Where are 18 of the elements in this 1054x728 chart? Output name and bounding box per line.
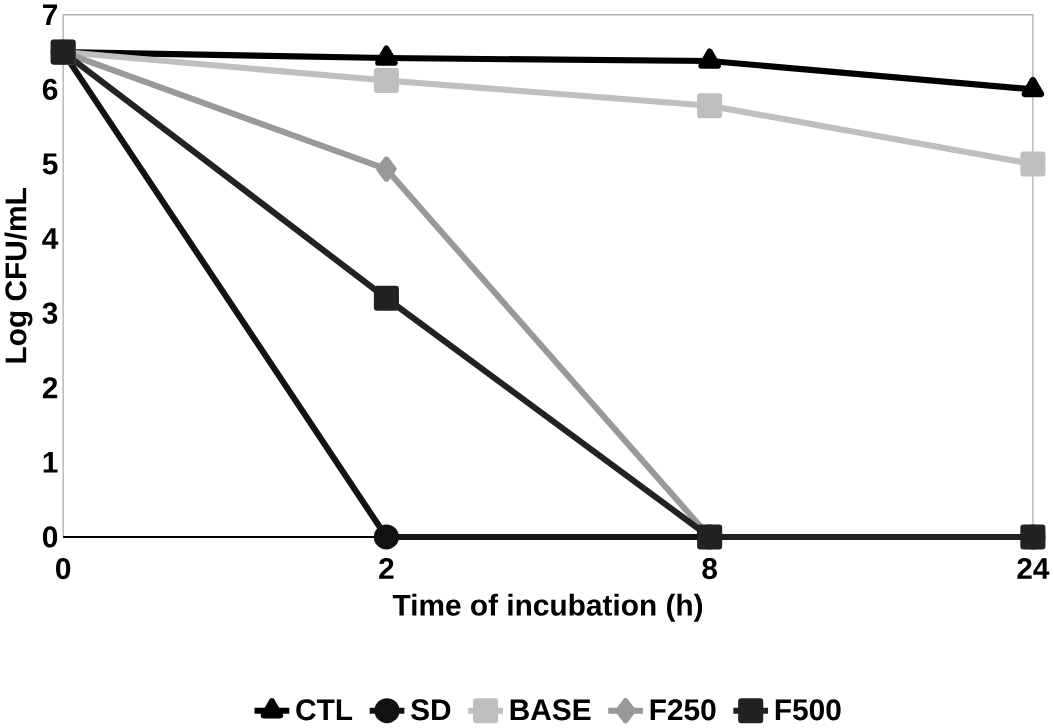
x-axis-title: Time of incubation (h)	[392, 594, 703, 622]
y-tick-label: 6	[42, 79, 58, 101]
y-tick-label: 7	[43, 4, 58, 26]
y-tick-label: 4	[42, 228, 59, 250]
legend-label: SD	[411, 699, 451, 721]
y-tick-label: 0	[42, 526, 58, 548]
legend-label: BASE	[510, 699, 591, 721]
y-tick-label: 5	[42, 153, 58, 175]
x-tick-label: 24	[1017, 558, 1050, 580]
y-tick-label: 2	[42, 377, 58, 399]
legend-label: CTL	[296, 699, 353, 721]
x-tick-label: 2	[379, 558, 394, 580]
y-tick-label: 3	[42, 302, 58, 324]
legend-label: F250	[650, 699, 716, 721]
y-axis-title: Log CFU/mL	[4, 188, 33, 363]
legend-label: F500	[775, 699, 841, 721]
x-tick-label: 8	[702, 558, 718, 580]
y-tick-label: 1	[43, 452, 58, 473]
